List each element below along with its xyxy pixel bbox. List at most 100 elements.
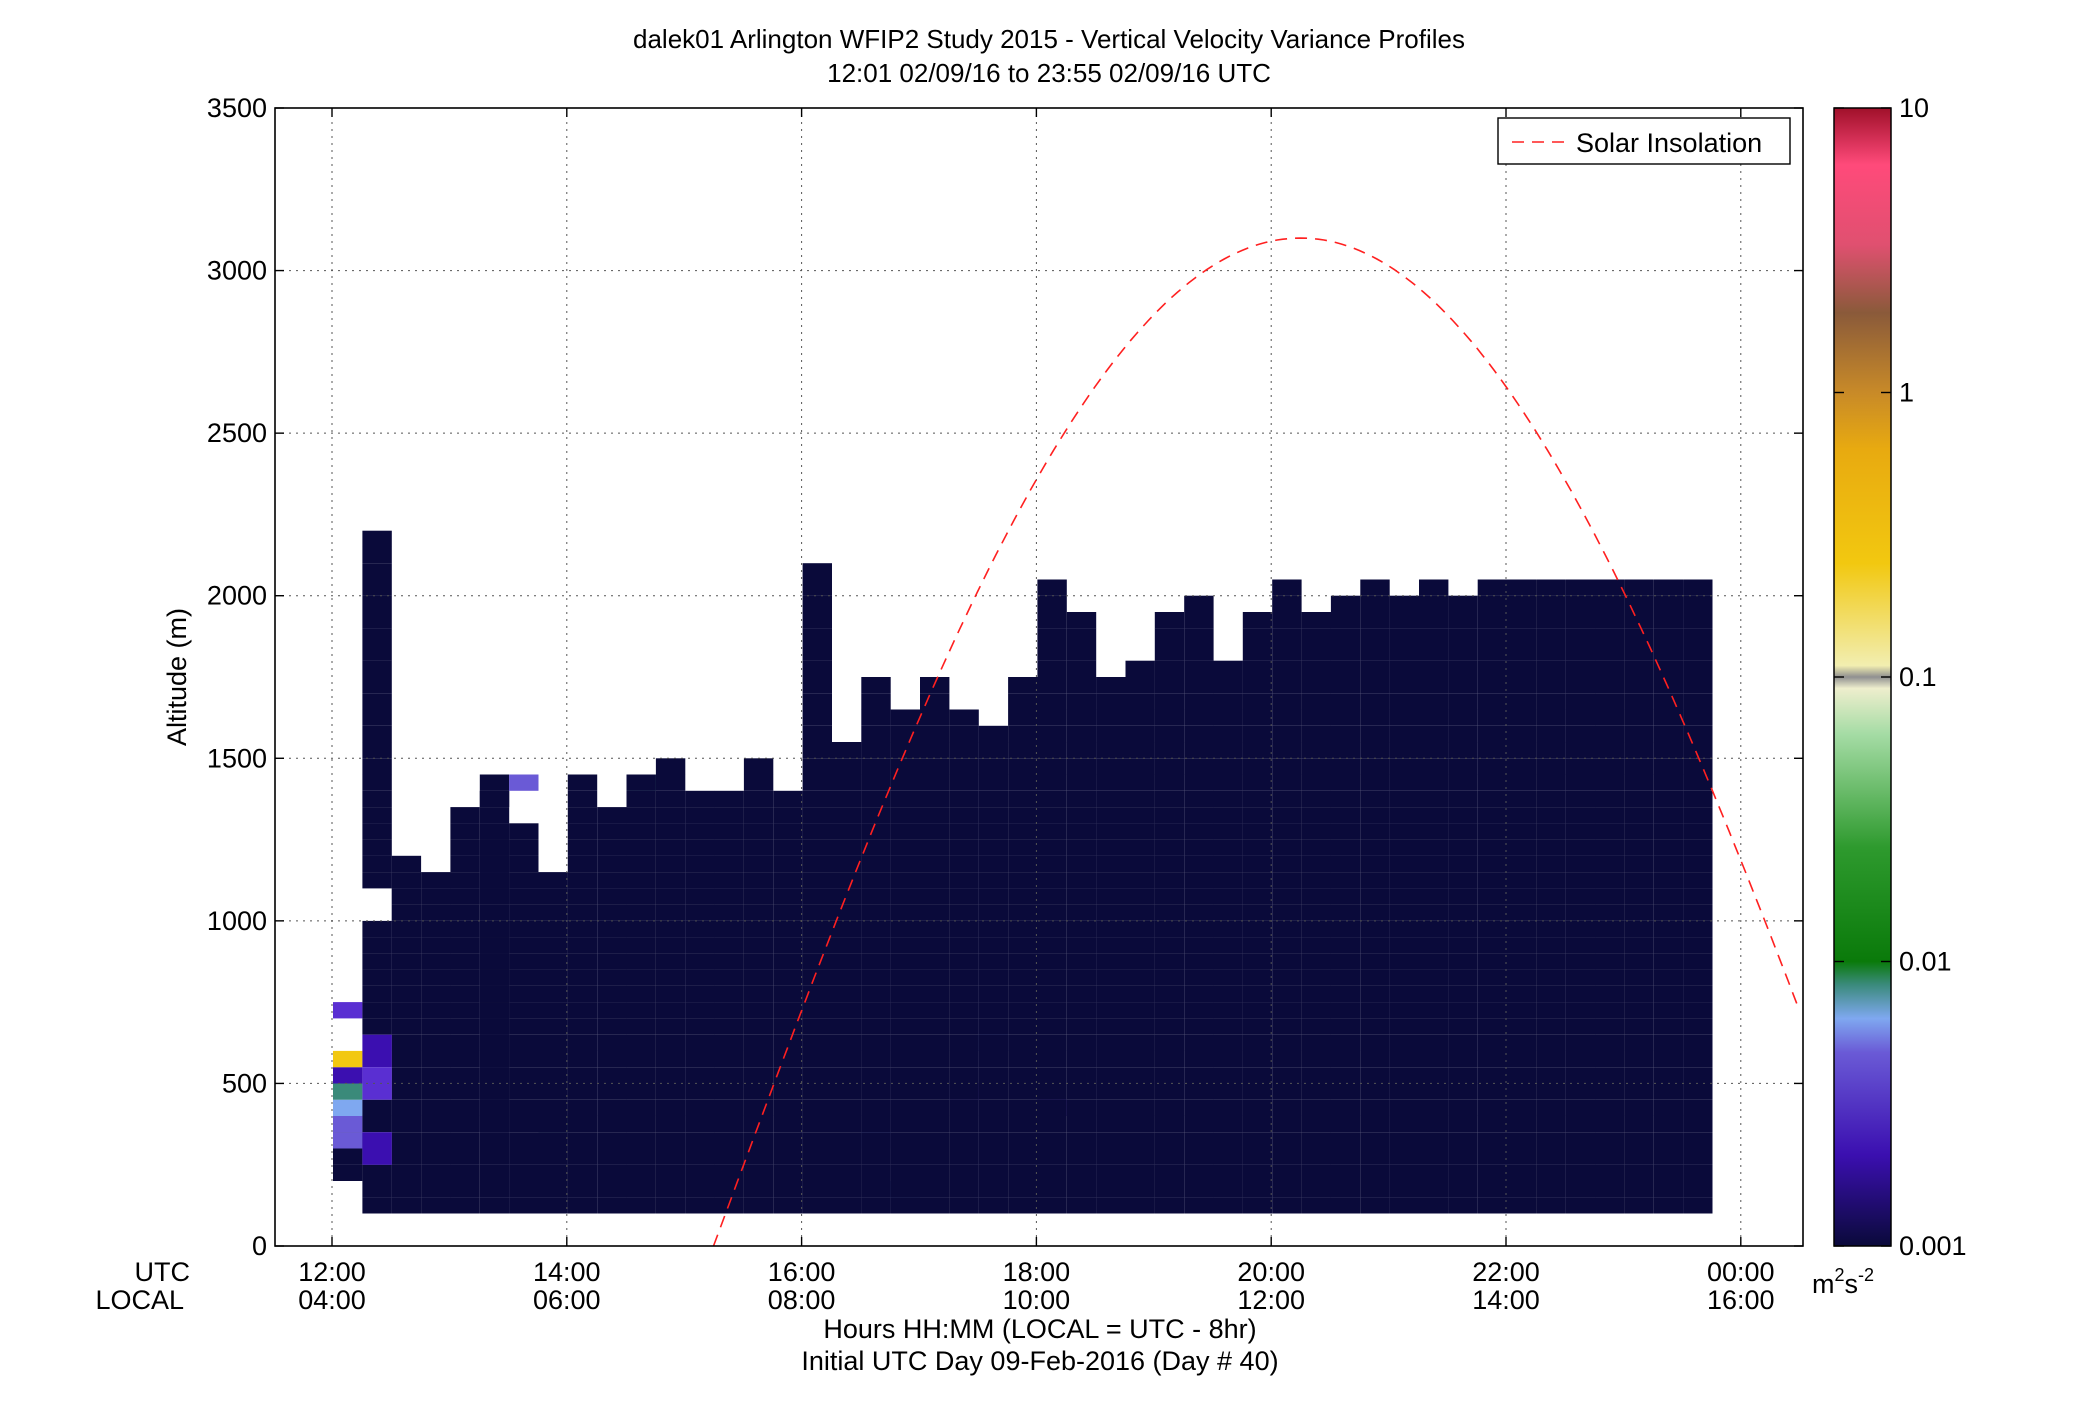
heatmap-cell — [479, 1034, 510, 1051]
heatmap-cell — [1419, 1132, 1449, 1149]
heatmap-cell — [1184, 709, 1214, 726]
heatmap-cell — [978, 1197, 1009, 1214]
heatmap-cell — [1360, 953, 1390, 970]
heatmap-cell — [1536, 807, 1566, 824]
heatmap-cell — [450, 985, 480, 1003]
heatmap-cell — [1037, 855, 1067, 873]
heatmap-cell — [1595, 612, 1625, 629]
heatmap-cell — [1477, 1083, 1508, 1100]
heatmap-cell — [1419, 1050, 1449, 1068]
heatmap-cell — [802, 579, 832, 596]
heatmap-cell — [1507, 725, 1537, 743]
heatmap-cell — [1301, 1181, 1331, 1198]
heatmap-cell — [1272, 774, 1302, 791]
heatmap-cell — [890, 888, 920, 905]
heatmap-cell — [802, 660, 832, 677]
heatmap-cell — [920, 807, 950, 824]
heatmap-cell — [509, 1148, 539, 1165]
heatmap-cell — [743, 1018, 774, 1035]
heatmap-cell — [1213, 709, 1243, 726]
heatmap-cell — [362, 1164, 392, 1181]
heatmap-cell — [1272, 758, 1302, 775]
heatmap-cell — [1595, 1067, 1625, 1084]
heatmap-cell — [421, 985, 451, 1003]
heatmap-cell — [1213, 985, 1243, 1003]
heatmap-cell — [773, 1164, 803, 1181]
x-tick-label-local: 16:00 — [1707, 1285, 1775, 1315]
heatmap-cell — [1419, 579, 1449, 596]
heatmap-cell — [626, 1034, 656, 1051]
heatmap-cell — [362, 1099, 392, 1116]
heatmap-cell — [1066, 888, 1097, 905]
heatmap-cell — [714, 1132, 744, 1149]
heatmap-cell — [1448, 937, 1478, 954]
heatmap-cell — [920, 985, 950, 1003]
heatmap-cell — [1536, 742, 1566, 759]
heatmap-cell — [890, 823, 920, 840]
heatmap-cell — [1448, 920, 1478, 938]
heatmap-cell — [832, 1083, 862, 1100]
heatmap-cell — [773, 872, 803, 889]
heatmap-cell — [1653, 579, 1684, 596]
heatmap-cell — [1595, 1115, 1625, 1133]
heatmap-cell — [1389, 677, 1419, 694]
heatmap-cell — [1507, 612, 1537, 629]
heatmap-cell — [1477, 595, 1508, 612]
heatmap-cell — [1683, 1050, 1713, 1068]
heatmap-cell — [949, 953, 979, 970]
heatmap-cell — [567, 1034, 598, 1051]
heatmap-cell — [1272, 595, 1302, 612]
heatmap-cell — [1389, 693, 1419, 710]
heatmap-cell — [450, 1099, 480, 1116]
heatmap-cell — [1301, 888, 1331, 905]
x-row-label-local: LOCAL — [95, 1285, 184, 1315]
heatmap-cell — [1477, 1099, 1508, 1116]
heatmap-cell — [1301, 807, 1331, 824]
heatmap-cell — [391, 953, 422, 970]
heatmap-cell — [685, 1181, 715, 1198]
heatmap-cell — [479, 855, 510, 873]
heatmap-cell — [1536, 969, 1566, 986]
heatmap-cell — [978, 725, 1009, 743]
heatmap-cell — [597, 1148, 627, 1165]
heatmap-cell — [1477, 709, 1508, 726]
heatmap-cell — [978, 1115, 1009, 1133]
heatmap-cell — [655, 1132, 686, 1149]
heatmap-cell — [1301, 790, 1331, 808]
heatmap-cell — [1507, 937, 1537, 954]
heatmap-cell — [1125, 904, 1155, 921]
heatmap-cell — [1301, 953, 1331, 970]
heatmap-cell — [978, 953, 1009, 970]
heatmap-cell — [743, 904, 774, 921]
heatmap-cell — [1301, 693, 1331, 710]
heatmap-cell — [714, 790, 744, 808]
heatmap-cell — [890, 969, 920, 986]
heatmap-cell — [1477, 920, 1508, 938]
heatmap-cell — [861, 1164, 891, 1181]
heatmap-cell — [1213, 758, 1243, 775]
heatmap-cell — [1066, 628, 1097, 645]
heatmap-cell — [1565, 1050, 1596, 1068]
heatmap-cell — [567, 904, 598, 921]
heatmap-cell — [1301, 774, 1331, 791]
heatmap-cell — [978, 774, 1009, 791]
heatmap-cell — [949, 1148, 979, 1165]
legend-label: Solar Insolation — [1576, 128, 1762, 158]
heatmap-cell — [1360, 677, 1390, 694]
heatmap-cell — [538, 888, 568, 905]
heatmap-cell — [1477, 742, 1508, 759]
heatmap-cell — [1624, 1018, 1654, 1035]
heatmap-cell — [1419, 612, 1449, 629]
heatmap-cell — [1008, 807, 1038, 824]
heatmap-cell — [802, 807, 832, 824]
heatmap-cell — [362, 725, 392, 743]
heatmap-cell — [773, 1018, 803, 1035]
heatmap-cell — [538, 937, 568, 954]
heatmap-cell — [1448, 628, 1478, 645]
heatmap-cell — [1624, 1148, 1654, 1165]
heatmap-cell — [1507, 742, 1537, 759]
heatmap-cell — [567, 1018, 598, 1035]
heatmap-cell — [1330, 660, 1361, 677]
heatmap-cell — [1419, 1148, 1449, 1165]
heatmap-cell — [1008, 855, 1038, 873]
